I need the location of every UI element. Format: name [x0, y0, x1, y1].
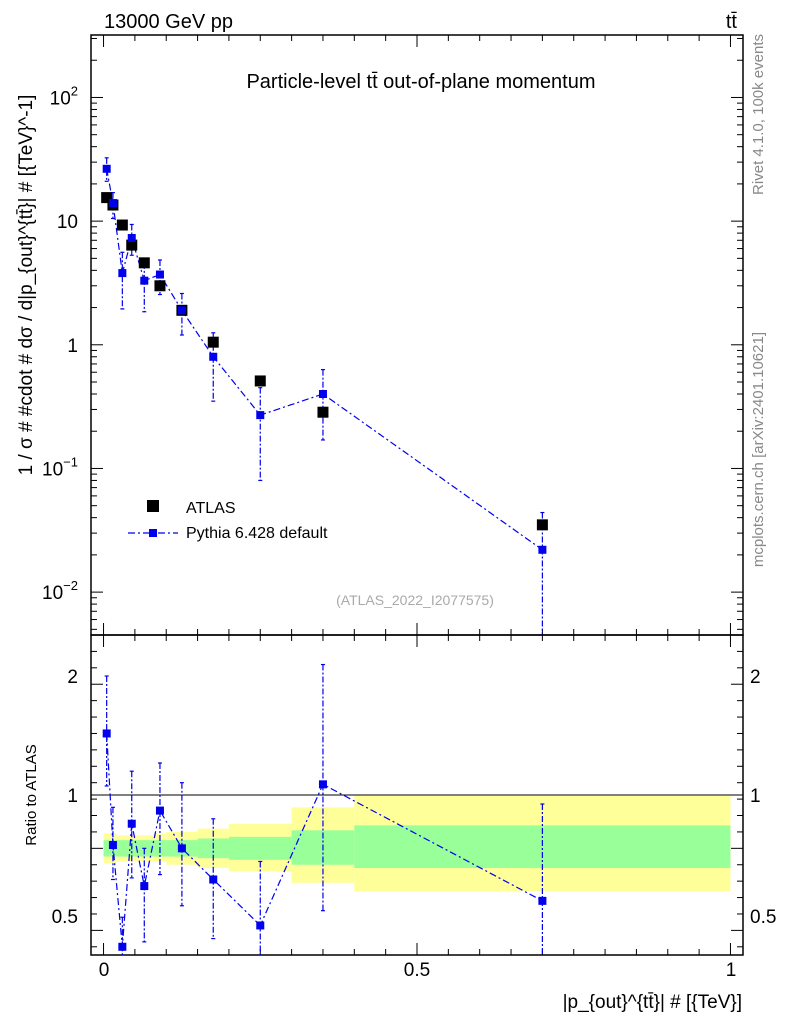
- ratio-data-point: [140, 882, 149, 891]
- ratio-ytick-label-1-right: 1: [750, 786, 761, 807]
- legend-marker-atlas: [147, 500, 159, 512]
- legend-marker-pythia: [149, 529, 157, 537]
- ratio-ytick-label-05-left: 0.5: [52, 907, 78, 928]
- mcplots-label: mcplots.cern.ch [arXiv:2401.10621]: [750, 332, 767, 567]
- pythia-data-point: [538, 545, 547, 554]
- ratio-data-point: [318, 780, 327, 789]
- main-panel: 10−2 10−1 1 10 102 Particle-level tt̄ out-of…: [16, 34, 744, 636]
- ratio-data-point: [118, 942, 127, 951]
- ratio-data-point: [108, 841, 117, 850]
- ratio-data-point: [538, 896, 547, 905]
- ratio-band-inner: [103, 840, 110, 857]
- ratio-data-point: [177, 844, 186, 853]
- pythia-data-point: [177, 306, 186, 315]
- main-ticks: [91, 35, 743, 635]
- main-ytick-label: 10−1: [42, 454, 78, 480]
- atlas-data-point: [116, 219, 128, 231]
- ratio-data-point: [102, 729, 111, 738]
- main-ytick-label: 10: [57, 212, 78, 233]
- energy-label: 13000 GeV pp: [104, 11, 233, 33]
- atlas-data-point: [254, 375, 266, 387]
- ratio-data-point: [127, 819, 136, 828]
- xtick-label-05: 0.5: [404, 960, 430, 981]
- atlas-data-point: [101, 192, 113, 204]
- ratio-ytick-label-1-left: 1: [67, 786, 78, 807]
- atlas-data-point: [126, 239, 138, 251]
- analysis-watermark: (ATLAS_2022_I2077575): [336, 592, 494, 608]
- xtick-label-1: 1: [726, 960, 737, 981]
- pythia-data-point: [155, 270, 164, 279]
- atlas-data-point: [317, 406, 329, 418]
- main-y-tick-labels: 10−2 10−1 1 10 102: [42, 83, 78, 604]
- pythia-data-point: [102, 164, 111, 173]
- main-ytick-label: 10−2: [42, 578, 78, 604]
- atlas-data-point: [138, 257, 150, 269]
- ratio-band-inner: [116, 840, 129, 857]
- pythia-data-point: [108, 199, 117, 208]
- ratio-y-axis-label: Ratio to ATLAS: [23, 744, 40, 845]
- legend-label-pythia: Pythia 6.428 default: [186, 525, 328, 542]
- ratio-data-point: [256, 921, 265, 930]
- ratio-ticks: [91, 634, 743, 955]
- pythia-series-line: [106, 168, 543, 551]
- ratio-data-point: [209, 875, 218, 884]
- ratio-band-inner: [228, 836, 292, 860]
- xtick-label-0: 0: [99, 960, 110, 981]
- ratio-data-layer: [102, 663, 547, 955]
- ratio-ytick-label-2-left: 2: [67, 667, 78, 688]
- rivet-version-label: Rivet 4.1.0, 100k events: [750, 34, 767, 195]
- main-y-axis-label: 1 / σ # #cdot # dσ / d|p_{out}^{tt̄}| # …: [16, 95, 37, 476]
- ratio-data-point: [155, 806, 164, 815]
- main-ytick-label: 102: [50, 83, 78, 109]
- main-ytick-label: 1: [67, 336, 78, 357]
- ratio-panel: Ratio to ATLAS 2 1 0.5 2 1 0.5 0 0.5 1 |…: [23, 634, 776, 1013]
- pythia-data-point: [118, 269, 127, 278]
- atlas-data-point: [536, 519, 548, 531]
- pythia-data-point: [318, 390, 327, 399]
- legend-label-atlas: ATLAS: [186, 500, 236, 517]
- atlas-data-point: [154, 280, 166, 292]
- pythia-data-point: [256, 411, 265, 420]
- pythia-data-point: [209, 352, 218, 361]
- x-axis-label: |p_{out}^{tt̄}| # [{TeV}]: [563, 992, 742, 1013]
- legend: ATLAS Pythia 6.428 default: [128, 500, 328, 542]
- main-data-layer: [101, 157, 548, 635]
- ratio-uncertainty-bands: [103, 795, 731, 891]
- ratio-ytick-label-05-right: 0.5: [750, 907, 776, 928]
- main-frame: [90, 34, 744, 636]
- chart-title: Particle-level tt̄ out-of-plane momentum: [246, 71, 595, 93]
- atlas-data-point: [207, 336, 219, 348]
- process-label: tt̄: [726, 11, 738, 33]
- pythia-data-point: [140, 276, 149, 285]
- pythia-data-point: [127, 234, 136, 243]
- ratio-ytick-label-2-right: 2: [750, 667, 761, 688]
